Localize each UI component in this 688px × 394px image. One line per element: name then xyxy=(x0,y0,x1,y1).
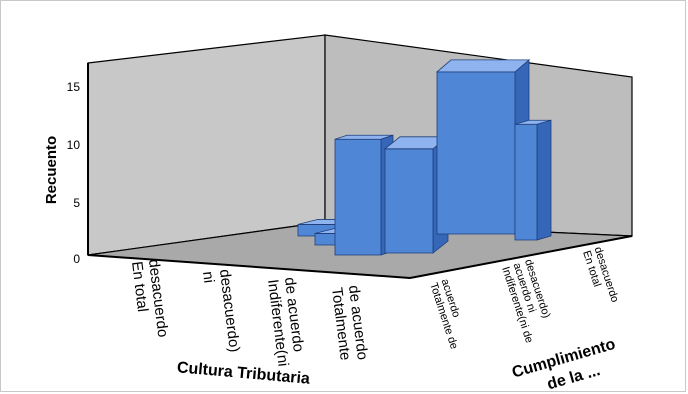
z-category-label: En totaldesacuerdo xyxy=(580,246,621,308)
bar-side xyxy=(536,119,552,241)
floor-right-edge xyxy=(409,235,633,279)
x-category-label: Totalmentede acuerdo xyxy=(328,284,371,363)
bar-top xyxy=(435,59,531,73)
bar-front xyxy=(334,138,382,256)
bar xyxy=(334,134,394,256)
y-axis-label: Recuento xyxy=(43,136,60,204)
bar xyxy=(514,119,552,241)
x-category-label: Indiferente(nide acuerdo xyxy=(264,276,308,367)
y-tick-label: 15 xyxy=(67,80,81,94)
left-wall xyxy=(87,34,326,256)
bars-group xyxy=(297,59,552,256)
bar-top xyxy=(334,134,394,140)
z-category-label: Indiferente(ni deacuerdo nidesacuerdo) xyxy=(499,258,558,345)
bar-front xyxy=(514,123,538,241)
x-category-label: nidesacuerdo) xyxy=(199,268,243,355)
y-tick-label: 0 xyxy=(73,252,80,266)
y-tick-label: 10 xyxy=(67,138,81,152)
bar-front xyxy=(384,148,434,254)
z-category-label: Totalmente deacuerdo xyxy=(427,278,471,351)
x-categories: En totaldesacuerdo nidesacuerdo) Indiferen… xyxy=(128,258,371,367)
floor-front-edge xyxy=(87,254,411,279)
bar-front xyxy=(436,71,516,235)
x-category-label: En totaldesacuerdo xyxy=(128,258,171,340)
bar-top xyxy=(514,119,552,125)
y-tick-label: 5 xyxy=(73,196,80,210)
